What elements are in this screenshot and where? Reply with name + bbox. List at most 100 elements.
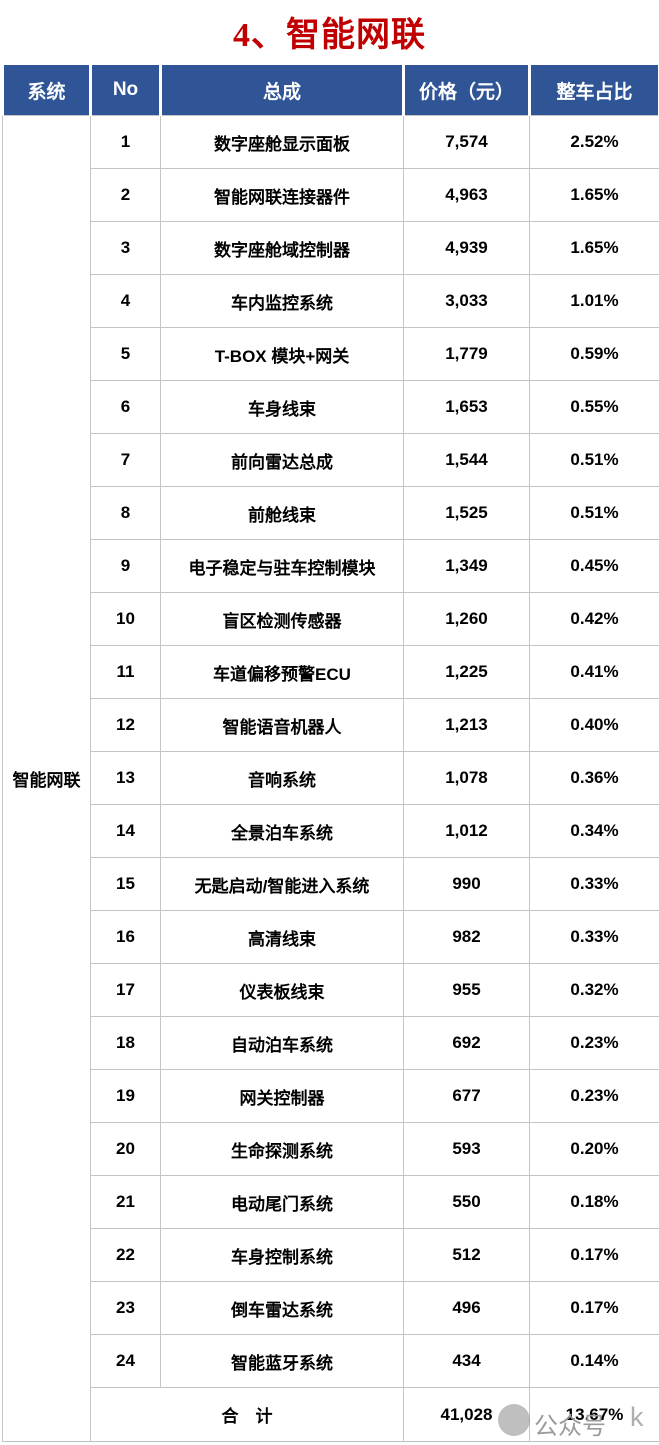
cell-pct: 0.42% bbox=[529, 592, 659, 646]
cell-pct: 0.23% bbox=[529, 1069, 659, 1123]
cell-no: 20 bbox=[90, 1122, 161, 1176]
col-header-name: 总成 bbox=[159, 62, 405, 116]
cell-pct: 0.40% bbox=[529, 698, 659, 752]
cell-pct: 2.52% bbox=[529, 115, 659, 169]
cell-no: 24 bbox=[90, 1334, 161, 1388]
cell-pct: 0.17% bbox=[529, 1281, 659, 1335]
cell-pct: 0.18% bbox=[529, 1175, 659, 1229]
table-row: 7 前向雷达总成 1,544 0.51% bbox=[3, 433, 659, 487]
col-header-system: 系统 bbox=[1, 62, 92, 116]
cell-price: 550 bbox=[403, 1175, 530, 1229]
cell-price: 512 bbox=[403, 1228, 530, 1282]
cell-price: 1,213 bbox=[403, 698, 530, 752]
cell-name: 自动泊车系统 bbox=[160, 1016, 404, 1070]
cell-no: 4 bbox=[90, 274, 161, 328]
cell-pct: 0.51% bbox=[529, 433, 659, 487]
table-row: 14 全景泊车系统 1,012 0.34% bbox=[3, 804, 659, 858]
cell-price: 677 bbox=[403, 1069, 530, 1123]
cell-price: 990 bbox=[403, 857, 530, 911]
parts-table: 系统 No 总成 价格（元） 整车占比 智能网联 1 数字座舱显示面板 7,574 2.… bbox=[1, 62, 659, 1442]
cell-no: 15 bbox=[90, 857, 161, 911]
cell-name: 网关控制器 bbox=[160, 1069, 404, 1123]
cell-pct: 0.41% bbox=[529, 645, 659, 699]
table-row: 22 车身控制系统 512 0.17% bbox=[3, 1228, 659, 1282]
cell-pct: 0.45% bbox=[529, 539, 659, 593]
table-row: 4 车内监控系统 3,033 1.01% bbox=[3, 274, 659, 328]
watermark-circle-icon bbox=[498, 1404, 530, 1436]
watermark-text: 公众号 bbox=[534, 1413, 606, 1440]
cell-name: T-BOX 模块+网关 bbox=[160, 327, 404, 381]
col-header-percent: 整车占比 bbox=[528, 62, 659, 116]
table-row: 6 车身线束 1,653 0.55% bbox=[3, 380, 659, 434]
cell-name: 数字座舱显示面板 bbox=[160, 115, 404, 169]
table-row: 3 数字座舱域控制器 4,939 1.65% bbox=[3, 221, 659, 275]
cell-pct: 0.32% bbox=[529, 963, 659, 1017]
table-row: 9 电子稳定与驻车控制模块 1,349 0.45% bbox=[3, 539, 659, 593]
cell-pct: 0.17% bbox=[529, 1228, 659, 1282]
cell-pct: 0.59% bbox=[529, 327, 659, 381]
table-row: 23 倒车雷达系统 496 0.17% bbox=[3, 1281, 659, 1335]
cell-name: 智能语音机器人 bbox=[160, 698, 404, 752]
cell-price: 692 bbox=[403, 1016, 530, 1070]
table-row: 13 音响系统 1,078 0.36% bbox=[3, 751, 659, 805]
cell-no: 17 bbox=[90, 963, 161, 1017]
table-row: 19 网关控制器 677 0.23% bbox=[3, 1069, 659, 1123]
table-row: 5 T-BOX 模块+网关 1,779 0.59% bbox=[3, 327, 659, 381]
table-row: 10 盲区检测传感器 1,260 0.42% bbox=[3, 592, 659, 646]
cell-name: 车道偏移预警ECU bbox=[160, 645, 404, 699]
cell-pct: 1.65% bbox=[529, 221, 659, 275]
total-row: 合 计 41,028 13.67% bbox=[3, 1387, 659, 1442]
cell-name: 仪表板线束 bbox=[160, 963, 404, 1017]
col-header-price: 价格（元） bbox=[402, 62, 531, 116]
cell-no: 6 bbox=[90, 380, 161, 434]
cell-no: 8 bbox=[90, 486, 161, 540]
table-row: 智能网联 1 数字座舱显示面板 7,574 2.52% bbox=[2, 115, 659, 1442]
cell-name: 前向雷达总成 bbox=[160, 433, 404, 487]
cell-pct: 0.33% bbox=[529, 857, 659, 911]
cell-price: 1,078 bbox=[403, 751, 530, 805]
cell-pct: 0.20% bbox=[529, 1122, 659, 1176]
cell-no: 2 bbox=[90, 168, 161, 222]
cell-price: 593 bbox=[403, 1122, 530, 1176]
table-row: 16 高清线束 982 0.33% bbox=[3, 910, 659, 964]
cell-name: 车身控制系统 bbox=[160, 1228, 404, 1282]
cell-name: 音响系统 bbox=[160, 751, 404, 805]
cell-name: 生命探测系统 bbox=[160, 1122, 404, 1176]
cell-pct: 0.36% bbox=[529, 751, 659, 805]
cell-price: 3,033 bbox=[403, 274, 530, 328]
cell-no: 21 bbox=[90, 1175, 161, 1229]
cell-price: 955 bbox=[403, 963, 530, 1017]
cell-name: 前舱线束 bbox=[160, 486, 404, 540]
cell-price: 4,963 bbox=[403, 168, 530, 222]
cell-no: 5 bbox=[90, 327, 161, 381]
table-row: 17 仪表板线束 955 0.32% bbox=[3, 963, 659, 1017]
total-label: 合 计 bbox=[90, 1387, 404, 1442]
cell-no: 3 bbox=[90, 221, 161, 275]
cell-price: 982 bbox=[403, 910, 530, 964]
cell-name: 智能网联连接器件 bbox=[160, 168, 404, 222]
cell-name: 电子稳定与驻车控制模块 bbox=[160, 539, 404, 593]
cell-pct: 0.14% bbox=[529, 1334, 659, 1388]
total-percent: 13.67% bbox=[529, 1387, 659, 1442]
table-row: 24 智能蓝牙系统 434 0.14% bbox=[3, 1334, 659, 1388]
table-row: 21 电动尾门系统 550 0.18% bbox=[3, 1175, 659, 1229]
table-row: 8 前舱线束 1,525 0.51% bbox=[3, 486, 659, 540]
cell-pct: 0.33% bbox=[529, 910, 659, 964]
cell-no: 22 bbox=[90, 1228, 161, 1282]
cell-price: 1,349 bbox=[403, 539, 530, 593]
watermark-suffix: k bbox=[630, 1402, 644, 1432]
cell-price: 1,653 bbox=[403, 380, 530, 434]
cell-no: 11 bbox=[90, 645, 161, 699]
cell-pct: 0.51% bbox=[529, 486, 659, 540]
cell-name: 无匙启动/智能进入系统 bbox=[160, 857, 404, 911]
table-body: 智能网联 1 数字座舱显示面板 7,574 2.52% 2 智能网联连接器件 4,963 1.6… bbox=[2, 115, 659, 1442]
cell-price: 7,574 bbox=[403, 115, 530, 169]
cell-name: 车内监控系统 bbox=[160, 274, 404, 328]
cell-price: 4,939 bbox=[403, 221, 530, 275]
cell-no: 13 bbox=[90, 751, 161, 805]
system-merged-cell: 智能网联 bbox=[2, 115, 91, 1442]
cell-pct: 0.23% bbox=[529, 1016, 659, 1070]
cell-no: 16 bbox=[90, 910, 161, 964]
cell-name: 智能蓝牙系统 bbox=[160, 1334, 404, 1388]
cell-price: 1,225 bbox=[403, 645, 530, 699]
